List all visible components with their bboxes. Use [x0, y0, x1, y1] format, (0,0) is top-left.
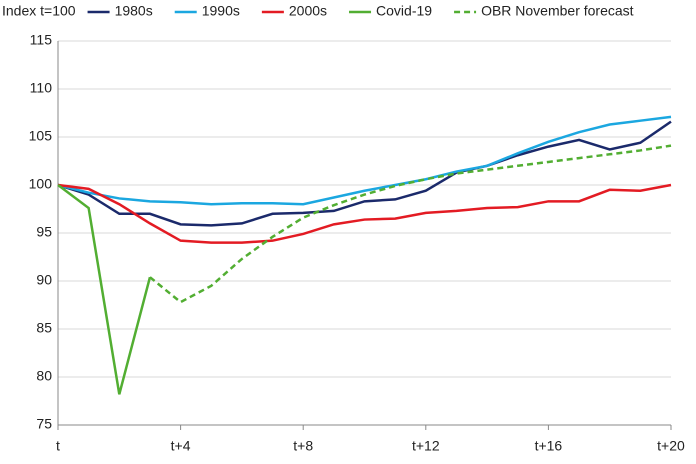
- x-tick-label: t+16: [535, 438, 563, 454]
- legend-label: Covid-19: [376, 3, 432, 19]
- series-line: [57, 183, 672, 244]
- series-line: [57, 184, 152, 395]
- y-tick-label: 95: [36, 224, 52, 240]
- series-line: [149, 144, 672, 304]
- y-axis-label: Index t=100: [2, 3, 76, 19]
- y-tick-label: 90: [36, 272, 52, 288]
- x-tick-label: t+8: [293, 438, 313, 454]
- y-tick-label: 85: [36, 320, 52, 336]
- legend-label: 1980s: [115, 3, 153, 19]
- x-tick-label: t+12: [412, 438, 440, 454]
- series-line: [57, 115, 672, 206]
- legend-label: 1990s: [202, 3, 240, 19]
- x-tick-label: t+20: [657, 438, 685, 454]
- series-line: [57, 120, 672, 227]
- y-tick-label: 115: [30, 32, 53, 48]
- y-tick-label: 80: [36, 368, 52, 384]
- x-tick-label: t+4: [171, 438, 191, 454]
- y-tick-label: 75: [36, 416, 52, 432]
- legend-label: 2000s: [289, 3, 327, 19]
- y-tick-label: 110: [30, 80, 53, 96]
- y-tick-label: 100: [29, 176, 53, 192]
- legend-label: OBR November forecast: [481, 3, 634, 19]
- y-tick-label: 105: [29, 128, 53, 144]
- x-tick-label: t: [56, 438, 60, 454]
